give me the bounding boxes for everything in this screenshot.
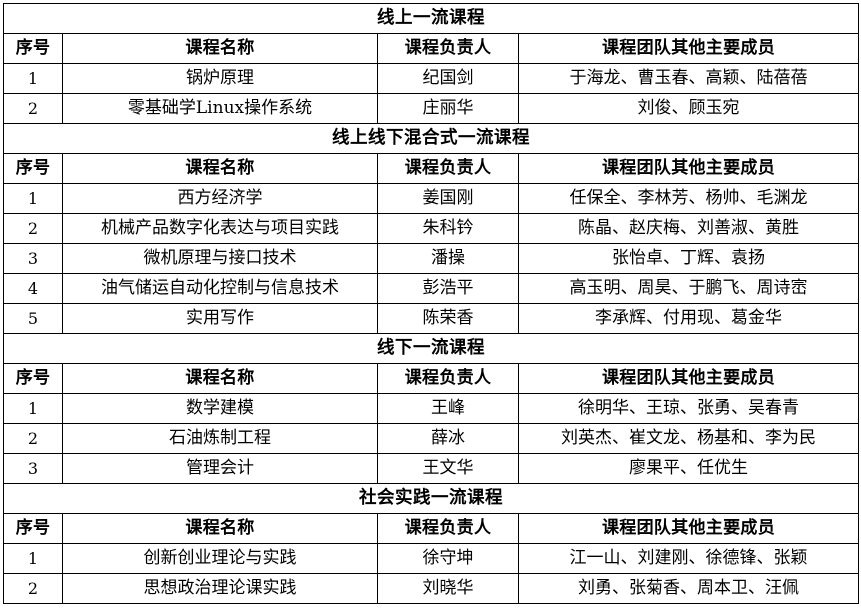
column-header-row: 序号 课程名称 课程负责人 课程团队其他主要成员: [3, 363, 859, 394]
column-header-cell: 课程团队其他主要成员: [518, 153, 859, 184]
column-header-cell: 序号: [3, 363, 63, 394]
course-leader-cell: 刘晓华: [377, 573, 519, 604]
course-index-cell: 4: [3, 273, 63, 304]
course-leader-cell: 王文华: [377, 453, 519, 484]
section-header-row: 社会实践一流课程: [3, 483, 859, 514]
course-team-cell: 刘俊、顾玉宛: [518, 93, 859, 124]
course-name-cell: 数学建模: [62, 393, 378, 424]
column-header-cell: 课程名称: [62, 153, 378, 184]
course-index-cell: 2: [3, 93, 63, 124]
table-row: 2 石油炼制工程 薛冰 刘英杰、崔文龙、杨基和、李为民: [3, 423, 859, 454]
course-index-cell: 2: [3, 423, 63, 454]
column-header-cell: 序号: [3, 153, 63, 184]
course-name-cell: 锅炉原理: [62, 63, 378, 94]
column-header-cell: 课程团队其他主要成员: [518, 33, 859, 64]
column-header-row: 序号 课程名称 课程负责人 课程团队其他主要成员: [3, 513, 859, 544]
column-header-cell: 课程团队其他主要成员: [518, 363, 859, 394]
course-name-cell: 零基础学Linux操作系统: [62, 93, 378, 124]
table-row: 2 零基础学Linux操作系统 庄丽华 刘俊、顾玉宛: [3, 93, 859, 124]
course-leader-cell: 纪国剑: [377, 63, 519, 94]
course-index-cell: 3: [3, 453, 63, 484]
table-row: 3 微机原理与接口技术 潘操 张怡卓、丁辉、袁扬: [3, 243, 859, 274]
course-leader-cell: 薛冰: [377, 423, 519, 454]
course-team-cell: 李承辉、付用现、葛金华: [518, 303, 859, 334]
course-index-cell: 1: [3, 183, 63, 214]
table-row: 1 西方经济学 姜国刚 任保全、李林芳、杨帅、毛渊龙: [3, 183, 859, 214]
table-row: 2 思想政治理论课实践 刘晓华 刘勇、张菊香、周本卫、汪佩: [3, 573, 859, 604]
column-header-cell: 课程名称: [62, 363, 378, 394]
course-name-cell: 管理会计: [62, 453, 378, 484]
course-team-cell: 江一山、刘建刚、徐德锋、张颖: [518, 543, 859, 574]
course-table-body: 线上一流课程 序号 课程名称 课程负责人 课程团队其他主要成员 1 锅炉原理 纪国剑 于海龙、曹…: [3, 3, 859, 604]
course-team-cell: 廖果平、任优生: [518, 453, 859, 484]
course-leader-cell: 徐守坤: [377, 543, 519, 574]
course-name-cell: 创新创业理论与实践: [62, 543, 378, 574]
course-index-cell: 1: [3, 393, 63, 424]
column-header-cell: 课程团队其他主要成员: [518, 513, 859, 544]
course-name-cell: 油气储运自动化控制与信息技术: [62, 273, 378, 304]
section-header-row: 线上一流课程: [3, 3, 859, 34]
course-team-cell: 徐明华、王琼、张勇、吴春青: [518, 393, 859, 424]
course-index-cell: 2: [3, 573, 63, 604]
section-header-row: 线上线下混合式一流课程: [3, 123, 859, 154]
course-leader-cell: 彭浩平: [377, 273, 519, 304]
course-leader-cell: 王峰: [377, 393, 519, 424]
course-index-cell: 5: [3, 303, 63, 334]
course-team-cell: 张怡卓、丁辉、袁扬: [518, 243, 859, 274]
course-name-cell: 实用写作: [62, 303, 378, 334]
course-list-table: 线上一流课程 序号 课程名称 课程负责人 课程团队其他主要成员 1 锅炉原理 纪国剑 于海龙、曹…: [3, 3, 859, 604]
course-index-cell: 2: [3, 213, 63, 244]
column-header-cell: 课程负责人: [377, 513, 519, 544]
column-header-row: 序号 课程名称 课程负责人 课程团队其他主要成员: [3, 33, 859, 64]
course-leader-cell: 姜国刚: [377, 183, 519, 214]
course-team-cell: 刘英杰、崔文龙、杨基和、李为民: [518, 423, 859, 454]
course-team-cell: 刘勇、张菊香、周本卫、汪佩: [518, 573, 859, 604]
column-header-cell: 序号: [3, 33, 63, 64]
table-row: 3 管理会计 王文华 廖果平、任优生: [3, 453, 859, 484]
course-team-cell: 于海龙、曹玉春、高颖、陆蓓蓓: [518, 63, 859, 94]
course-index-cell: 1: [3, 63, 63, 94]
course-leader-cell: 朱科钤: [377, 213, 519, 244]
course-index-cell: 3: [3, 243, 63, 274]
table-row: 5 实用写作 陈荣香 李承辉、付用现、葛金华: [3, 303, 859, 334]
course-index-cell: 1: [3, 543, 63, 574]
course-team-cell: 陈晶、赵庆梅、刘善淑、黄胜: [518, 213, 859, 244]
course-leader-cell: 陈荣香: [377, 303, 519, 334]
section-title: 线上一流课程: [3, 3, 859, 34]
column-header-cell: 课程名称: [62, 513, 378, 544]
course-name-cell: 思想政治理论课实践: [62, 573, 378, 604]
column-header-cell: 序号: [3, 513, 63, 544]
course-leader-cell: 潘操: [377, 243, 519, 274]
section-title: 线上线下混合式一流课程: [3, 123, 859, 154]
table-row: 1 锅炉原理 纪国剑 于海龙、曹玉春、高颖、陆蓓蓓: [3, 63, 859, 94]
course-team-cell: 任保全、李林芳、杨帅、毛渊龙: [518, 183, 859, 214]
course-team-cell: 高玉明、周昊、于鹏飞、周诗崈: [518, 273, 859, 304]
course-name-cell: 机械产品数字化表达与项目实践: [62, 213, 378, 244]
column-header-cell: 课程负责人: [377, 153, 519, 184]
course-name-cell: 微机原理与接口技术: [62, 243, 378, 274]
course-name-cell: 西方经济学: [62, 183, 378, 214]
column-header-cell: 课程负责人: [377, 33, 519, 64]
section-header-row: 线下一流课程: [3, 333, 859, 364]
column-header-cell: 课程负责人: [377, 363, 519, 394]
section-title: 社会实践一流课程: [3, 483, 859, 514]
course-leader-cell: 庄丽华: [377, 93, 519, 124]
table-row: 2 机械产品数字化表达与项目实践 朱科钤 陈晶、赵庆梅、刘善淑、黄胜: [3, 213, 859, 244]
section-title: 线下一流课程: [3, 333, 859, 364]
column-header-cell: 课程名称: [62, 33, 378, 64]
course-name-cell: 石油炼制工程: [62, 423, 378, 454]
table-row: 4 油气储运自动化控制与信息技术 彭浩平 高玉明、周昊、于鹏飞、周诗崈: [3, 273, 859, 304]
table-row: 1 创新创业理论与实践 徐守坤 江一山、刘建刚、徐德锋、张颖: [3, 543, 859, 574]
table-row: 1 数学建模 王峰 徐明华、王琼、张勇、吴春青: [3, 393, 859, 424]
column-header-row: 序号 课程名称 课程负责人 课程团队其他主要成员: [3, 153, 859, 184]
